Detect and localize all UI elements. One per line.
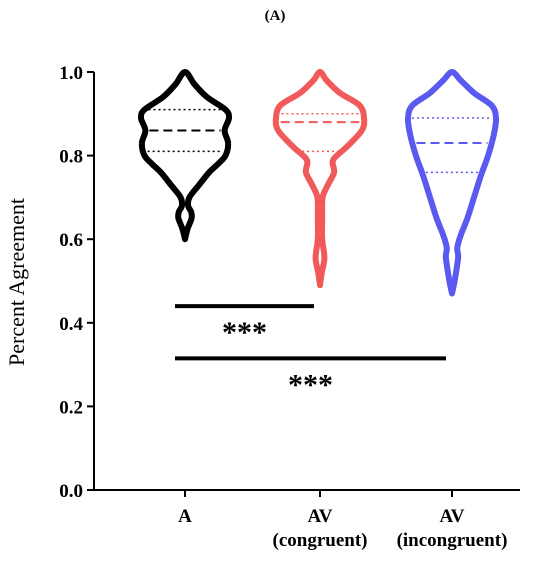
y-tick-label: 0.8: [59, 147, 83, 168]
violin-2: [272, 69, 368, 289]
significance-bars: *** ***: [175, 304, 446, 401]
x-category-label: AV: [308, 506, 333, 527]
x-category-label: (congruent): [273, 530, 368, 551]
y-tick-label: 1.0: [59, 63, 83, 84]
significance-label: ***: [288, 368, 333, 401]
violin-outline: [137, 69, 233, 243]
y-axis-label: Percent Agreement: [4, 198, 29, 366]
y-tick-label: 0.2: [59, 397, 83, 418]
y-tick-label: 0.4: [59, 314, 83, 335]
x-category-label: (incongruent): [397, 530, 508, 551]
significance-bar-1: ***: [175, 304, 314, 349]
violin-outline: [272, 69, 368, 289]
y-tick-label: 0.0: [59, 481, 83, 502]
violins: [137, 69, 500, 297]
panel-label: (A): [265, 8, 286, 24]
violin-outline: [404, 69, 500, 297]
y-axis: 0.0 0.2 0.4 0.6 0.8 1.0: [59, 63, 95, 502]
y-tick-label: 0.6: [59, 230, 83, 251]
significance-label: ***: [222, 316, 267, 349]
x-category-label: A: [178, 506, 192, 527]
x-category-label: AV: [440, 506, 465, 527]
x-axis: A AV (congruent) AV (incongruent): [94, 489, 520, 551]
violin-3: [404, 69, 500, 297]
violin-1: [137, 69, 233, 243]
significance-bar-2: ***: [175, 356, 446, 401]
